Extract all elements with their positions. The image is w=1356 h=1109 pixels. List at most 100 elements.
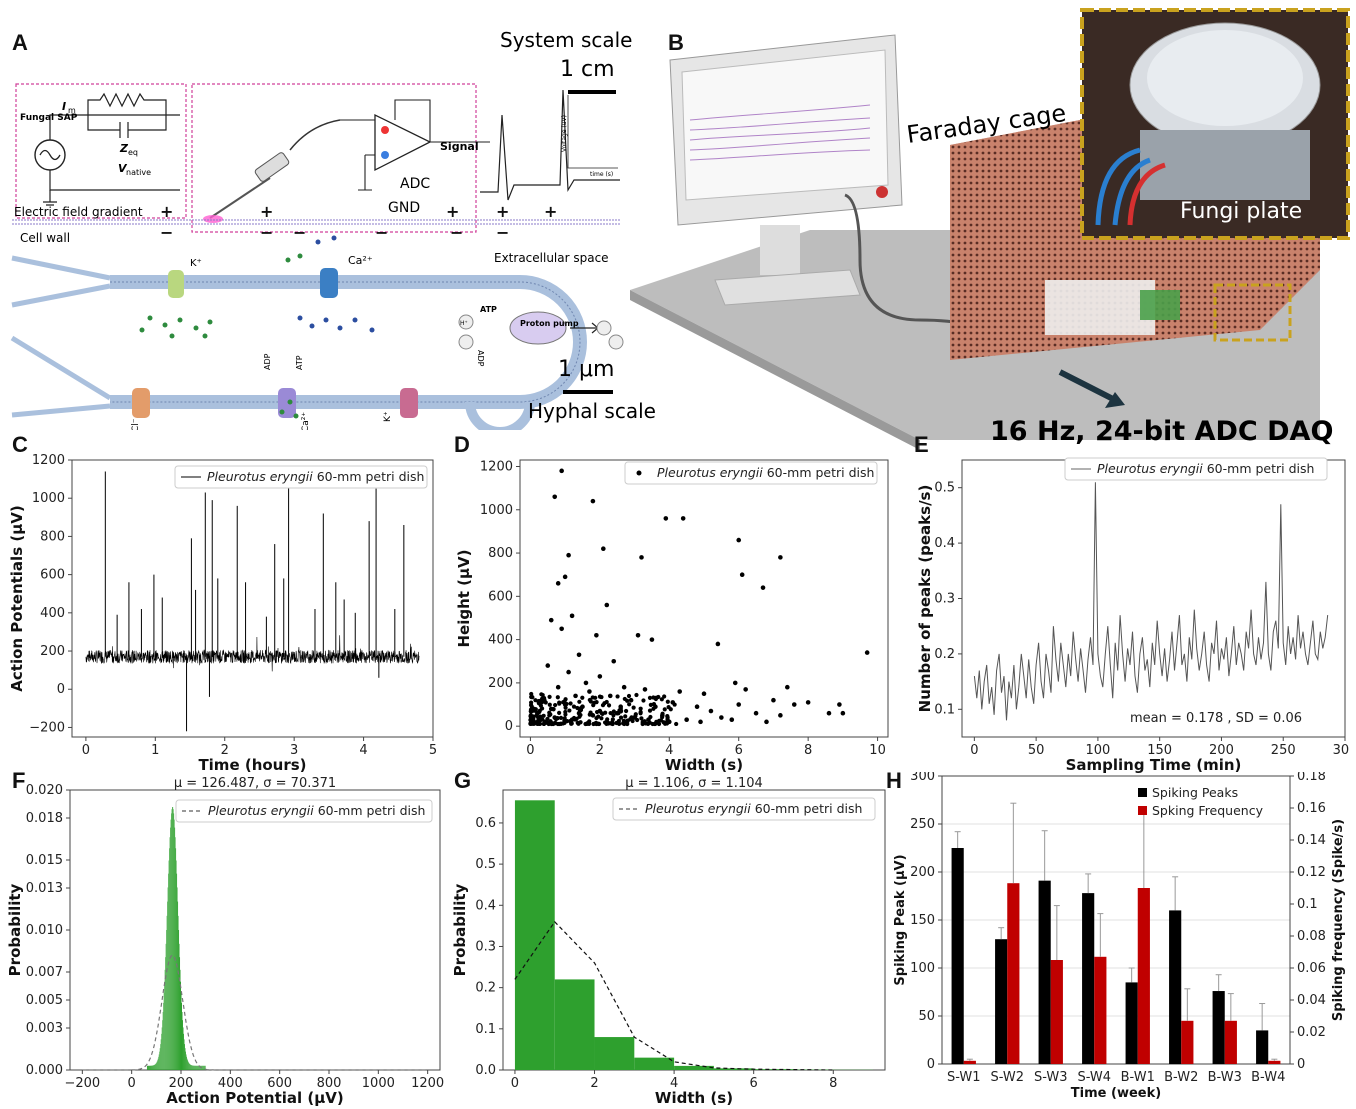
scatter-point <box>639 555 644 560</box>
scatter-point <box>778 555 783 560</box>
histogram-bar <box>149 1065 150 1070</box>
svg-text:+: + <box>160 202 173 221</box>
histogram-bar <box>154 1064 156 1070</box>
y-tick-label: 0.4 <box>475 898 496 913</box>
y-tick-label: 50 <box>918 1009 935 1024</box>
y-tick-label: 0.015 <box>26 853 63 868</box>
scatter-point <box>557 710 562 715</box>
legend-label: Spiking Peaks <box>1152 785 1238 800</box>
scatter-point <box>580 695 585 700</box>
histogram-bar <box>195 1065 196 1070</box>
scatter-point <box>587 689 592 694</box>
scatter-point <box>666 705 671 710</box>
scatter-point <box>641 698 646 703</box>
histogram-bar <box>157 1060 158 1070</box>
histogram-bar <box>188 1062 189 1070</box>
scatter-point <box>605 717 610 722</box>
scatter-point <box>548 617 554 623</box>
x-tick-label: 800 <box>317 1076 342 1091</box>
scatter-point <box>639 716 644 721</box>
signal-trace <box>85 635 420 672</box>
k-channel-icon <box>168 270 184 298</box>
y-tick-label: 0.18 <box>1297 772 1326 784</box>
histogram-bar <box>185 1051 186 1070</box>
x-tick-label: 100 <box>1085 743 1110 758</box>
histogram-bar <box>183 1033 184 1070</box>
scatter-point <box>649 637 655 642</box>
histogram-bar <box>182 1020 183 1070</box>
histogram-bar <box>189 1064 191 1070</box>
histogram-bar <box>180 969 181 1070</box>
scatter-point <box>606 703 612 708</box>
histogram-bar <box>186 1058 188 1070</box>
legend-box <box>175 799 433 823</box>
histogram-bar <box>172 807 174 1070</box>
panel-label-h: H <box>886 768 902 793</box>
y-tick-label: 0.4 <box>934 536 955 551</box>
histogram-bar <box>205 1065 206 1070</box>
histogram-bar <box>168 860 170 1070</box>
histogram-bar <box>193 1065 195 1070</box>
y-tick-label: 0.0 <box>475 1063 496 1078</box>
y-tick-label: 1000 <box>480 503 513 518</box>
scatter-point <box>551 707 556 712</box>
y-tick-label: 0 <box>505 719 513 734</box>
scatter-point <box>677 689 682 694</box>
x-tick-label: 6 <box>735 743 743 758</box>
signal-label: Signal <box>440 140 479 153</box>
y-tick-label: 0.12 <box>1297 865 1326 880</box>
scatter-point <box>555 581 561 586</box>
scatter-point <box>729 717 735 722</box>
scatter-point <box>610 717 615 722</box>
legend-marker <box>636 470 642 476</box>
im-label: I <box>62 100 66 113</box>
svg-text:−: − <box>375 223 388 242</box>
histogram-bar <box>166 915 168 1070</box>
histogram-bar <box>161 1033 162 1070</box>
histogram-bar <box>198 1065 199 1070</box>
x-tick-label: 600 <box>267 1076 292 1091</box>
plot-frame <box>71 459 434 738</box>
y-tick-label: 1200 <box>480 459 513 474</box>
scatter-point <box>559 468 564 474</box>
y-tick-label: 0.6 <box>475 816 496 831</box>
scatter-point <box>680 516 686 521</box>
scatter-point <box>739 572 745 577</box>
scatter-point <box>736 702 742 707</box>
histogram-bar <box>167 887 169 1070</box>
scatter-point <box>701 691 707 697</box>
peak-bar <box>1212 991 1225 1064</box>
scatter-point <box>645 721 651 726</box>
scatter-point <box>555 684 561 690</box>
histogram-bar <box>151 1065 152 1070</box>
system-scale-label: System scale <box>500 28 632 52</box>
scatter-point <box>621 684 627 690</box>
histogram-bar <box>554 979 595 1070</box>
scatter-point <box>656 694 661 700</box>
scatter-point <box>651 695 656 700</box>
histogram-bar <box>594 1037 635 1070</box>
scatter-point <box>569 613 575 619</box>
y-tick-label: 0.010 <box>26 923 63 938</box>
frequency-bar <box>963 1060 976 1064</box>
y-tick-label: 0.020 <box>26 783 63 798</box>
scatter-point <box>563 705 568 710</box>
peaks-series-line <box>973 482 1329 721</box>
histogram-bar <box>174 819 175 1070</box>
histogram-bar <box>182 1027 184 1070</box>
zeq-sub-label: eq <box>128 148 138 157</box>
histogram-bar <box>175 837 176 1070</box>
scatter-point <box>611 709 616 714</box>
x-tick-label: 1 <box>151 743 159 758</box>
y-tick-label: 0.06 <box>1297 961 1326 976</box>
chart-c-action-potentials: 0 1 2 3 4 5 −200 0 200 400 600 800 1000 1200 Time (hou… <box>8 453 437 774</box>
scatter-point <box>608 710 613 716</box>
scatter-point <box>753 710 759 716</box>
histogram-bar <box>158 1056 159 1070</box>
scatter-point <box>529 694 534 700</box>
svg-text:−: − <box>450 223 463 242</box>
x-tick-label: 50 <box>1028 743 1045 758</box>
x-tick-label: 200 <box>1209 743 1234 758</box>
x-tick-label: 4 <box>359 743 367 758</box>
scatter-point <box>694 704 700 710</box>
